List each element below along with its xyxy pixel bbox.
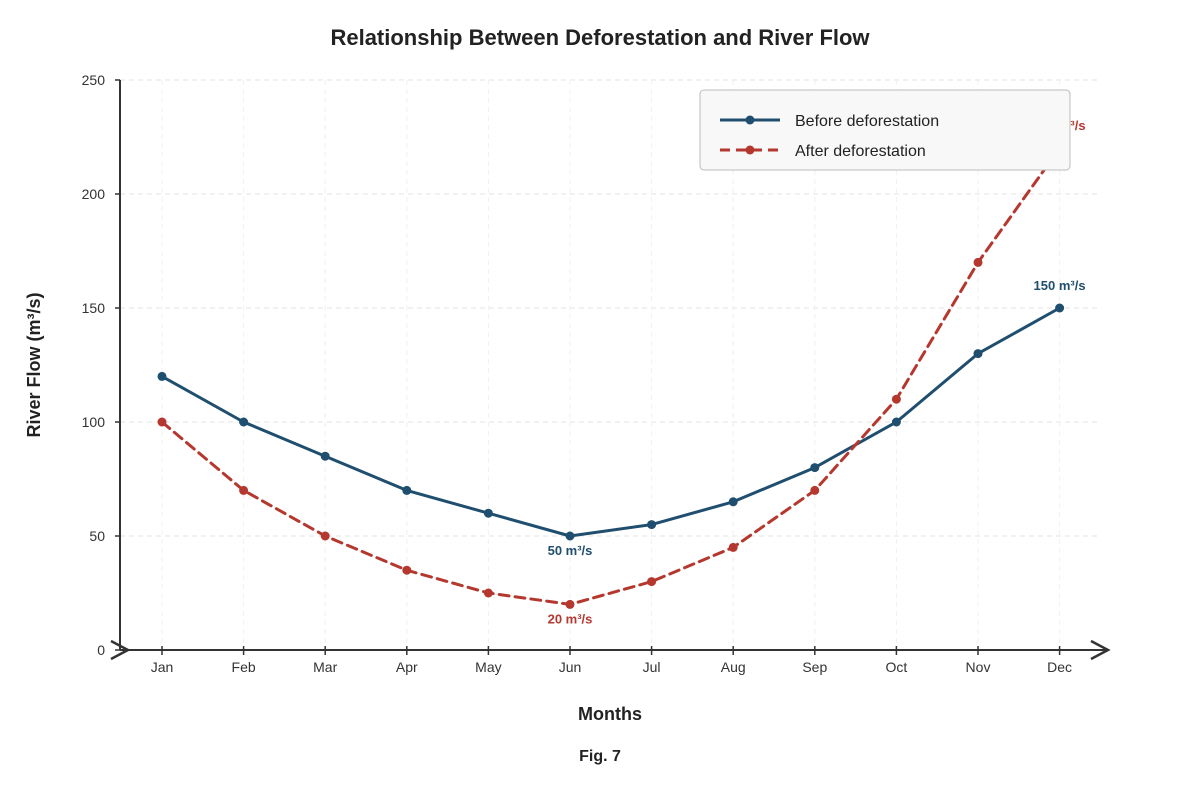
data-point (891, 394, 901, 404)
legend-marker (745, 145, 755, 155)
x-axis-title: Months (578, 704, 642, 724)
x-tick-label: Apr (396, 659, 418, 675)
data-point (973, 349, 983, 359)
legend-label: After deforestation (795, 143, 926, 160)
data-annotation: 50 m³/s (548, 543, 593, 558)
x-tick-label: Nov (966, 659, 991, 675)
y-tick-label: 250 (82, 72, 106, 88)
x-tick-label: Mar (313, 659, 337, 675)
data-point (239, 485, 249, 495)
data-annotation: 20 m³/s (548, 611, 593, 626)
grid (120, 79, 1100, 650)
data-point (973, 257, 983, 267)
ticks: 0 50 100 150 200 250 Jan Feb Mar Apr May Jun Jul Aug S… (82, 72, 1072, 675)
legend: Before deforestation After deforestation (699, 89, 1071, 171)
series-group (157, 143, 1065, 609)
data-point (239, 417, 249, 427)
data-point (810, 463, 820, 473)
data-point (728, 542, 738, 552)
data-point (483, 508, 493, 518)
data-point (157, 371, 167, 381)
data-point (891, 417, 901, 427)
series-line-after (160, 146, 1062, 606)
y-tick-label: 50 (89, 528, 105, 544)
x-tick-label: Aug (721, 659, 746, 675)
series-line-before (160, 306, 1062, 538)
x-tick-label: Jun (559, 659, 582, 675)
axes (110, 80, 1111, 661)
x-tick-label: Feb (232, 659, 256, 675)
data-point (402, 565, 412, 575)
data-point (810, 485, 820, 495)
legend-marker (745, 115, 755, 125)
figure-caption: Fig. 7 (579, 748, 621, 765)
data-annotation: 150 m³/s (1034, 278, 1086, 293)
x-tick-label: May (475, 659, 501, 675)
data-point (565, 531, 575, 541)
y-tick-label: 100 (82, 414, 106, 430)
y-tick-label: 200 (82, 186, 106, 202)
legend-label: Before deforestation (795, 113, 939, 130)
legend-box (699, 89, 1071, 171)
data-point (1055, 303, 1065, 313)
origin-arrow-icon (110, 639, 131, 661)
x-tick-label: Sep (802, 659, 827, 675)
data-point (402, 485, 412, 495)
data-point (483, 588, 493, 598)
x-axis-arrow-icon (1090, 639, 1111, 661)
y-tick-label: 0 (97, 642, 105, 658)
data-point (647, 577, 657, 587)
data-point (157, 417, 167, 427)
x-tick-label: Oct (886, 659, 908, 675)
data-point (647, 520, 657, 530)
data-point (320, 531, 330, 541)
x-tick-label: Dec (1047, 659, 1072, 675)
y-tick-label: 150 (82, 300, 106, 316)
data-point (728, 497, 738, 507)
x-tick-label: Jul (643, 659, 661, 675)
y-axis-title: River Flow (m³/s) (24, 292, 44, 437)
data-point (565, 599, 575, 609)
chart-title: Relationship Between Deforestation and R… (330, 25, 870, 50)
data-point (320, 451, 330, 461)
x-tick-label: Jan (151, 659, 174, 675)
